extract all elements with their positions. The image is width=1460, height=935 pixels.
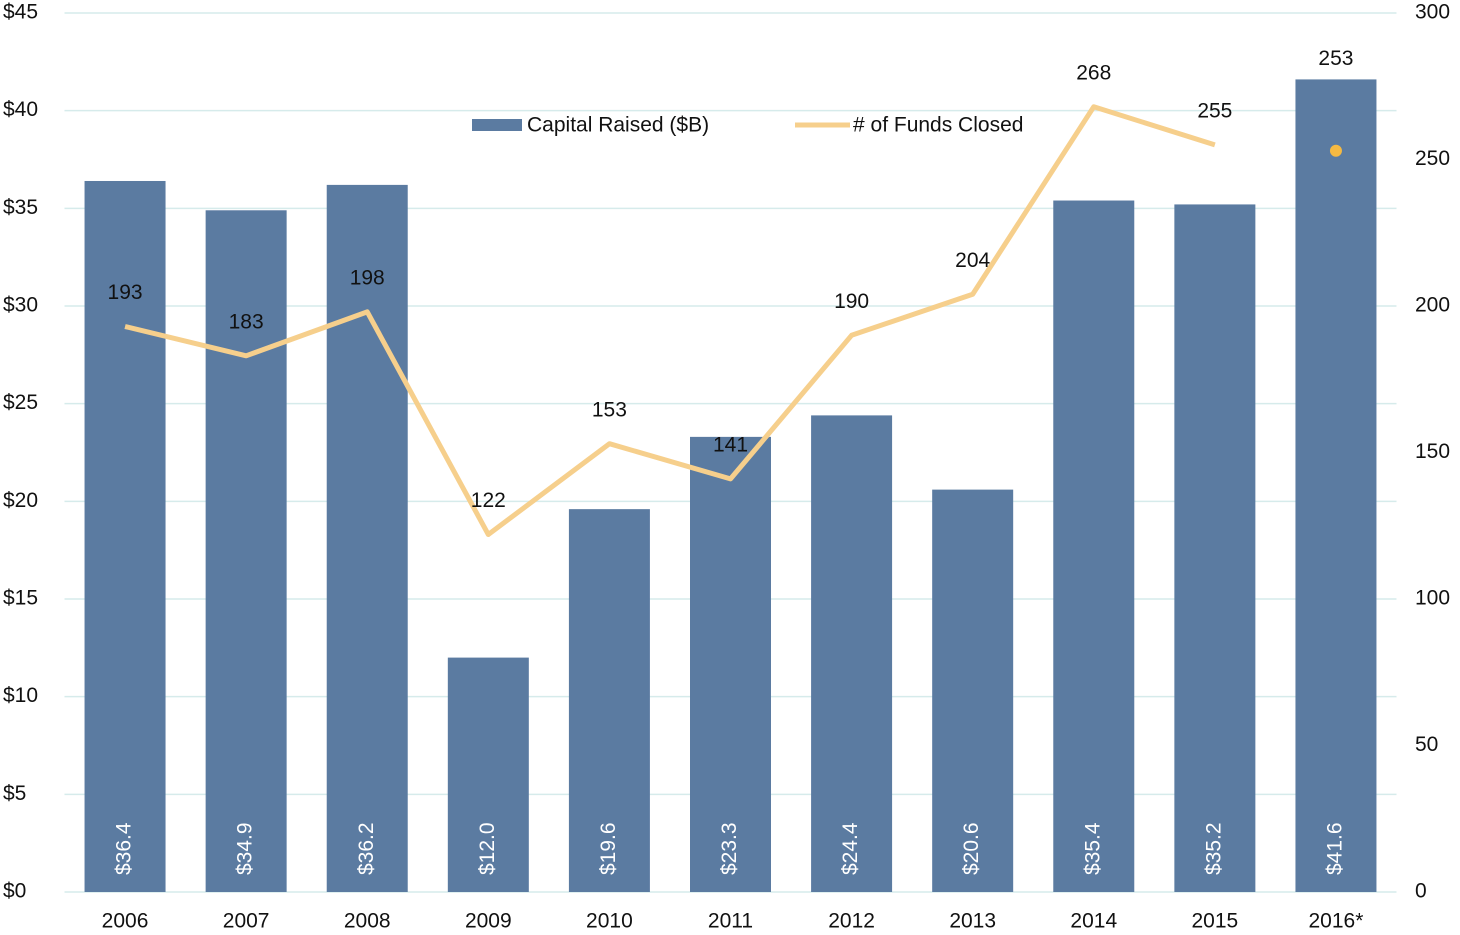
y2-tick-label: 50: [1415, 733, 1438, 756]
legend-swatch: [472, 119, 522, 131]
bar-value-label: $12.0: [476, 822, 499, 875]
y-tick-label: $0: [3, 880, 26, 903]
y-tick-label: $45: [3, 1, 38, 24]
line-value-label: 198: [350, 266, 385, 289]
bar: [447, 657, 529, 892]
bar: [811, 415, 893, 892]
x-tick-label: 2014: [1070, 910, 1117, 933]
line-value-label: 153: [592, 398, 627, 421]
bar-value-label: $35.4: [1081, 822, 1104, 875]
y2-tick-label: 300: [1415, 1, 1450, 24]
bar-value-label: $24.4: [839, 822, 862, 875]
y-tick-label: $10: [3, 684, 38, 707]
bar-value-label: $36.4: [113, 822, 136, 875]
x-tick-label: 2015: [1192, 910, 1239, 933]
point-marker: [1329, 144, 1342, 157]
legend-label: Capital Raised ($B): [527, 114, 709, 137]
y-tick-label: $25: [3, 391, 38, 414]
x-tick-label: 2006: [102, 910, 149, 933]
bar: [568, 509, 650, 892]
line-value-label: 255: [1197, 99, 1232, 122]
bar-value-label: $23.3: [718, 822, 741, 875]
y2-tick-label: 0: [1415, 880, 1427, 903]
legend-label: # of Funds Closed: [853, 114, 1023, 137]
line-value-label: 190: [834, 290, 869, 313]
y-tick-label: $30: [3, 294, 38, 317]
y-tick-label: $40: [3, 98, 38, 121]
line-value-label: 122: [471, 489, 506, 512]
y2-tick-label: 250: [1415, 147, 1450, 170]
y2-tick-label: 200: [1415, 294, 1450, 317]
y2-tick-label: 150: [1415, 440, 1450, 463]
x-tick-label: 2011: [708, 910, 753, 933]
y-tick-label: $20: [3, 489, 38, 512]
x-tick-label: 2007: [223, 910, 270, 933]
y-tick-label: $15: [3, 587, 38, 610]
bar: [1295, 79, 1377, 892]
y-tick-label: $35: [3, 196, 38, 219]
bar: [326, 184, 408, 893]
bar-value-label: $20.6: [960, 822, 983, 875]
line-value-label: 141: [713, 433, 748, 456]
x-tick-label: 2016*: [1309, 910, 1364, 933]
x-tick-label: 2012: [828, 910, 875, 933]
bar: [1053, 200, 1135, 892]
bar: [690, 436, 771, 892]
x-tick-label: 2013: [949, 910, 996, 933]
bar-value-label: $19.6: [597, 822, 620, 875]
y-tick-label: $5: [3, 782, 26, 805]
line-value-label: 253: [1318, 47, 1353, 70]
x-tick-label: 2008: [344, 910, 391, 933]
bar-value-label: $36.2: [355, 822, 378, 875]
bar: [84, 180, 166, 892]
line-value-label: 193: [108, 281, 143, 304]
y2-tick-label: 100: [1415, 587, 1450, 610]
x-tick-label: 2009: [465, 910, 512, 933]
bar: [932, 489, 1014, 892]
bar-value-label: $34.9: [234, 822, 257, 875]
x-tick-label: 2010: [586, 910, 633, 933]
bar: [205, 210, 287, 892]
bar-value-label: $41.6: [1324, 822, 1347, 875]
line-value-label: 183: [229, 310, 264, 333]
bar: [1174, 204, 1256, 893]
line-value-label: 204: [955, 249, 990, 272]
line: [124, 104, 1216, 538]
bar-value-label: $35.2: [1202, 822, 1225, 875]
legend: Capital Raised ($B) # of Funds Closed: [472, 114, 1023, 137]
line-value-label: 268: [1076, 61, 1111, 84]
